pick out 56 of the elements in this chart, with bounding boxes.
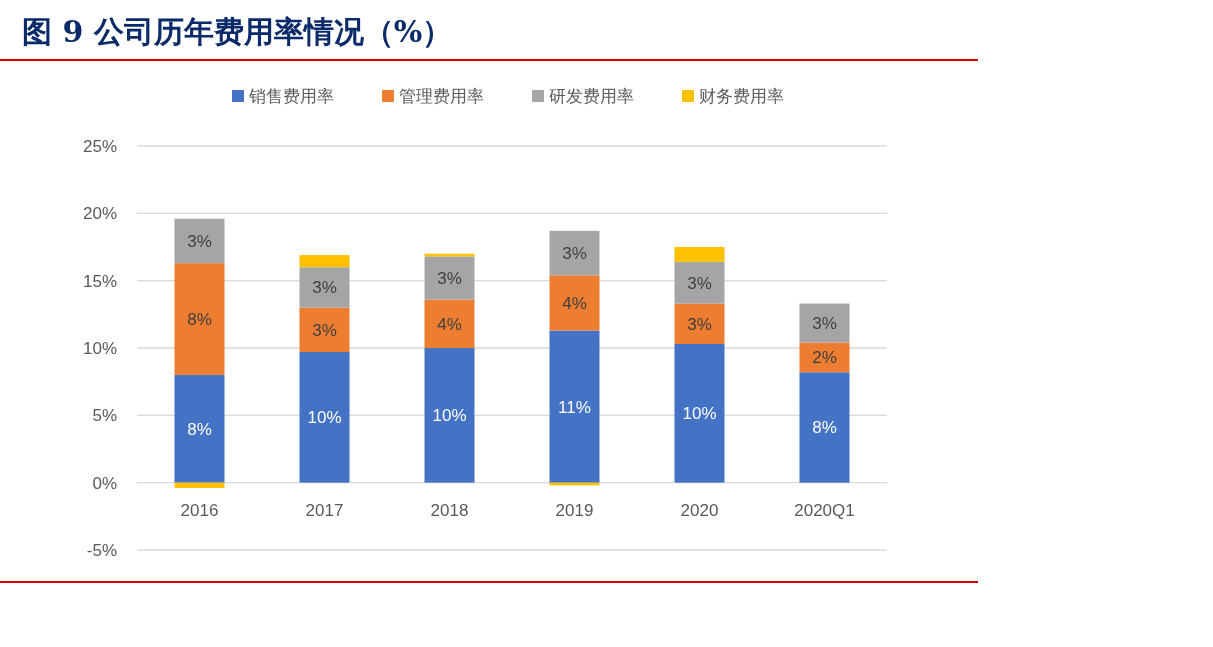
bar (674, 247, 725, 262)
x-tick-label: 2017 (305, 500, 344, 520)
bar (299, 255, 350, 268)
data-label: 3% (437, 268, 462, 288)
bar (174, 263, 225, 375)
y-tick-label: 25% (82, 137, 117, 156)
bar (799, 372, 850, 483)
legend-label: 管理费用率 (399, 87, 484, 106)
bar (674, 261, 725, 304)
bar (424, 299, 475, 348)
data-label: 3% (562, 244, 587, 264)
data-label: 4% (562, 293, 587, 313)
bar (424, 348, 475, 483)
bar (424, 256, 475, 300)
data-label: 8% (187, 310, 212, 330)
y-tick-label: 15% (82, 271, 117, 291)
x-tick-label: 2018 (430, 500, 469, 520)
bar (299, 352, 350, 483)
y-tick-label: 10% (82, 339, 117, 358)
bar (549, 330, 600, 483)
bar (174, 218, 225, 264)
legend-label: 财务费用率 (699, 87, 784, 106)
data-label: 3% (187, 231, 212, 251)
bar (174, 374, 225, 483)
chart-title: 图 9 公司历年费用率情况（%） (22, 14, 453, 49)
x-tick-label: 2020 (680, 500, 719, 520)
x-tick-label: 2016 (180, 500, 219, 520)
bar (549, 275, 600, 331)
data-label: 3% (812, 314, 837, 334)
bar (799, 303, 850, 343)
bar (549, 230, 600, 276)
bar (674, 343, 725, 483)
y-tick-label: 0% (92, 473, 117, 493)
data-label: 3% (687, 314, 712, 334)
data-label: 4% (437, 314, 462, 334)
bar (299, 307, 350, 353)
data-label: 8% (187, 419, 212, 439)
y-tick-label: 5% (92, 406, 117, 426)
y-tick-label: 20% (82, 204, 117, 224)
data-label: 10% (432, 406, 467, 426)
legend-label: 研发费用率 (549, 87, 634, 106)
data-label: 10% (682, 404, 717, 424)
legend-label: 销售费用率 (248, 87, 334, 106)
data-label: 8% (812, 418, 837, 438)
x-tick-label: 2020Q1 (794, 500, 855, 520)
data-label: 3% (312, 320, 337, 340)
y-tick-label: -5% (86, 541, 117, 560)
data-label: 11% (558, 397, 591, 417)
x-tick-label: 2019 (555, 500, 594, 520)
data-label: 2% (812, 348, 837, 368)
data-label: 3% (687, 273, 712, 293)
data-label: 10% (307, 408, 342, 428)
data-label: 3% (312, 278, 337, 298)
bar (674, 303, 725, 344)
bar (174, 482, 225, 489)
bar (299, 267, 350, 308)
